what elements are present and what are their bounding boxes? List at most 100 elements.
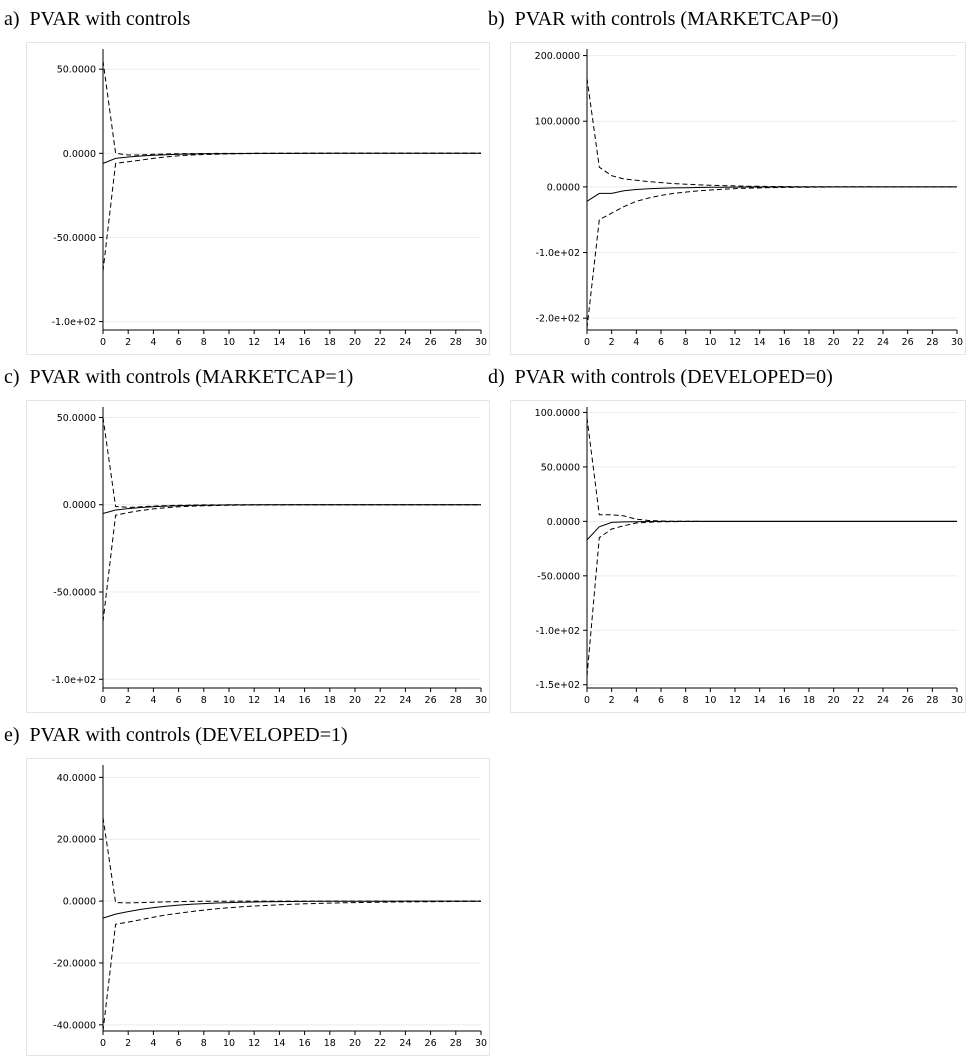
x-tick-label: 22	[374, 1038, 386, 1049]
x-tick-label: 28	[450, 695, 462, 706]
x-tick-label: 26	[902, 337, 914, 348]
y-tick-label: -1.0e+02	[536, 248, 580, 259]
x-tick-label: 20	[828, 695, 840, 706]
y-tick-label: 20.0000	[57, 835, 96, 846]
chart-d-svg: 100.0000 50.0000 0.0000 -50.0000 -1.0e+02 -1.…	[535, 407, 963, 706]
y-tick-label: -1.0e+02	[52, 317, 96, 328]
lower-ci-line	[586, 520, 957, 677]
x-tick-label: 24	[877, 337, 889, 348]
plot-area: 200.0000 100.0000 0.0000 -1.0e+02 -2.0e+02 0 2…	[510, 42, 966, 355]
x-tick-label: 4	[150, 695, 156, 706]
panel-title-text: PVAR with controls (MARKETCAP=0)	[514, 8, 839, 30]
x-tick-label: 22	[852, 695, 864, 706]
panel-letter: a)	[4, 8, 20, 30]
y-tick-label: 0.0000	[547, 517, 580, 528]
x-tick-label: 8	[683, 695, 689, 706]
x-tick-label: 20	[349, 695, 361, 706]
x-tick-label: 8	[683, 337, 689, 348]
y-tick-label: -2.0e+02	[536, 314, 580, 325]
irf-line	[102, 152, 481, 164]
y-tick-label: -50.0000	[537, 571, 580, 582]
x-tick-label: 20	[828, 337, 840, 348]
y-tick-label: -1.0e+02	[536, 626, 580, 637]
x-tick-label: 28	[450, 1038, 462, 1049]
x-tick-label: 6	[176, 337, 182, 348]
x-tick-label: 24	[399, 695, 411, 706]
panel-title: a) PVAR with controls	[4, 8, 190, 31]
x-tick-label: 18	[803, 695, 815, 706]
x-tick-label: 22	[852, 337, 864, 348]
y-tick-label: -50.0000	[53, 233, 96, 244]
x-tick-label: 10	[223, 1038, 235, 1049]
x-tick-label: 8	[201, 337, 207, 348]
x-tick-label: 22	[374, 337, 386, 348]
panel-title: b) PVAR with controls (MARKETCAP=0)	[488, 8, 838, 31]
panel-title-text: PVAR with controls	[29, 8, 191, 30]
chart-b-svg: 200.0000 100.0000 0.0000 -1.0e+02 -2.0e+02 0 2…	[535, 49, 963, 348]
x-tick-label: 14	[754, 337, 766, 348]
x-tick-label: 26	[425, 1038, 437, 1049]
x-tick-label: 4	[150, 337, 156, 348]
x-tick-label: 2	[125, 1038, 131, 1049]
plot-area: 50.0000 0.0000 -50.0000 -1.0e+02 0 2 4 6 8 10 12 14…	[26, 400, 490, 713]
lower-ci-line	[586, 186, 957, 329]
panel-b: b) PVAR with controls (MARKETCAP=0) 200.0…	[488, 8, 966, 355]
x-tick-label: 0	[100, 695, 106, 706]
x-tick-label: 26	[425, 337, 437, 348]
y-tick-label: -40.0000	[53, 1020, 96, 1031]
y-tick-label: 40.0000	[57, 773, 96, 784]
lower-ci-line	[102, 504, 481, 622]
x-tick-label: 0	[100, 1038, 106, 1049]
x-tick-label: 2	[125, 695, 131, 706]
panel-a: a) PVAR with controls 50.0000 0.0000 -50.00…	[4, 8, 490, 355]
x-tick-label: 20	[349, 1038, 361, 1049]
y-tick-label: -50.0000	[53, 588, 96, 599]
x-tick-label: 6	[176, 695, 182, 706]
x-tick-label: 2	[125, 337, 131, 348]
x-tick-label: 24	[399, 337, 411, 348]
x-tick-label: 30	[475, 337, 487, 348]
x-tick-label: 8	[201, 695, 207, 706]
upper-ci-line	[102, 817, 481, 904]
x-tick-label: 6	[176, 1038, 182, 1049]
y-tick-label: 50.0000	[541, 462, 580, 473]
plot-area: 100.0000 50.0000 0.0000 -50.0000 -1.0e+02 -1.…	[510, 400, 966, 713]
x-tick-label: 28	[926, 695, 938, 706]
panel-title-text: PVAR with controls (MARKETCAP=1)	[29, 366, 354, 388]
x-tick-label: 4	[633, 337, 639, 348]
x-tick-label: 28	[926, 337, 938, 348]
x-tick-label: 16	[778, 695, 790, 706]
x-tick-label: 12	[248, 1038, 260, 1049]
x-tick-label: 16	[299, 337, 311, 348]
x-tick-label: 0	[584, 695, 590, 706]
x-tick-label: 20	[349, 337, 361, 348]
x-tick-label: 30	[475, 1038, 487, 1049]
panel-title-text: PVAR with controls (DEVELOPED=1)	[29, 724, 348, 746]
x-tick-label: 18	[803, 337, 815, 348]
lower-ci-line	[102, 900, 481, 1032]
x-tick-label: 30	[951, 695, 963, 706]
x-tick-label: 30	[951, 337, 963, 348]
panel-title: c) PVAR with controls (MARKETCAP=1)	[4, 366, 353, 389]
x-tick-label: 4	[150, 1038, 156, 1049]
x-tick-label: 12	[729, 337, 741, 348]
x-tick-label: 24	[877, 695, 889, 706]
lower-ci-line	[102, 152, 481, 272]
x-tick-label: 4	[633, 695, 639, 706]
panel-title: d) PVAR with controls (DEVELOPED=0)	[488, 366, 833, 389]
y-tick-label: -1.0e+02	[52, 675, 96, 686]
x-tick-label: 18	[324, 1038, 336, 1049]
y-tick-label: 200.0000	[535, 51, 580, 62]
panel-letter: b)	[488, 8, 505, 30]
panel-title-text: PVAR with controls (DEVELOPED=0)	[514, 366, 833, 388]
x-tick-label: 12	[248, 337, 260, 348]
y-tick-label: -1.5e+02	[536, 680, 580, 691]
y-tick-label: 100.0000	[535, 117, 580, 128]
x-tick-label: 8	[201, 1038, 207, 1049]
x-tick-label: 22	[374, 695, 386, 706]
x-tick-label: 16	[778, 337, 790, 348]
x-tick-label: 6	[658, 695, 664, 706]
